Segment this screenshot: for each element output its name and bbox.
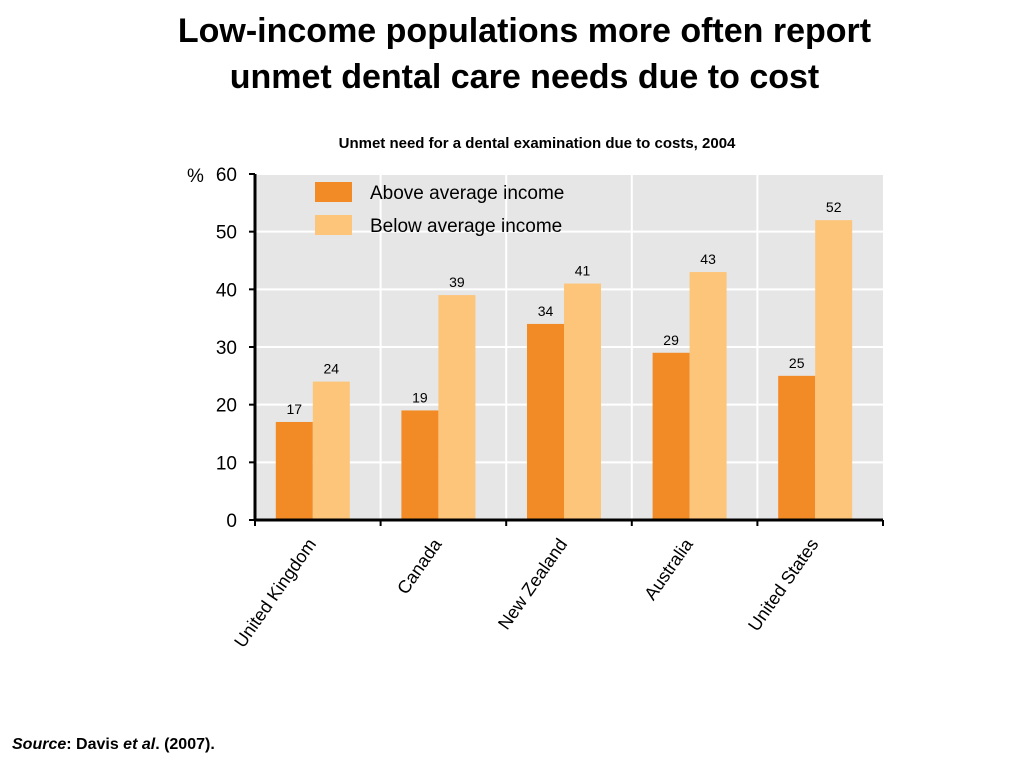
bar	[401, 410, 439, 520]
legend-label: Above average income	[370, 183, 564, 204]
legend-swatch	[315, 215, 352, 235]
data-label: 43	[700, 251, 716, 267]
y-tick-label: 20	[216, 396, 237, 417]
chart-title: Unmet need for a dental examination due …	[338, 135, 736, 152]
source-rest: . (2007).	[155, 736, 215, 753]
data-label: 34	[538, 303, 554, 319]
data-label: 29	[663, 332, 679, 348]
source-etal: et al	[123, 736, 156, 753]
legend-label: Below average income	[370, 216, 562, 237]
bar	[438, 295, 476, 520]
data-label: 41	[575, 263, 591, 279]
bar	[564, 283, 601, 520]
bar	[815, 220, 853, 520]
slide-title: Low-income populations more often report…	[0, 8, 1024, 100]
data-label: 19	[412, 389, 428, 405]
y-tick-label: 50	[216, 223, 237, 244]
bar	[312, 381, 350, 520]
bar	[527, 323, 564, 520]
source-sep: : Davis	[66, 736, 124, 753]
slide-title-line-2: unmet dental care needs due to cost	[229, 58, 820, 96]
data-label: 39	[449, 274, 465, 290]
bar	[778, 375, 816, 520]
legend-swatch	[315, 182, 352, 202]
data-label: 25	[789, 355, 805, 371]
x-tick-label: United Kingdom	[230, 535, 320, 651]
x-tick-label: United States	[744, 535, 822, 635]
x-tick-label: New Zealand	[494, 535, 571, 633]
bar	[652, 352, 690, 520]
source-label: Source	[12, 736, 67, 753]
slide-title-line-1: Low-income populations more often report	[177, 12, 872, 50]
bar	[689, 272, 727, 520]
data-label: 24	[324, 361, 340, 377]
x-tick-label: Canada	[393, 534, 446, 598]
y-tick-label: 0	[226, 511, 237, 532]
y-tick-label: 60	[216, 165, 237, 186]
y-tick-label: 40	[216, 280, 237, 301]
data-label: 52	[826, 199, 842, 215]
x-tick-label: Australia	[640, 534, 697, 604]
y-axis-label: %	[187, 166, 204, 187]
source-note: Source: Davis et al. (2007).	[12, 736, 215, 754]
bar	[275, 421, 313, 520]
data-label: 17	[287, 401, 303, 417]
y-tick-label: 30	[216, 338, 237, 359]
y-tick-label: 10	[216, 453, 237, 474]
